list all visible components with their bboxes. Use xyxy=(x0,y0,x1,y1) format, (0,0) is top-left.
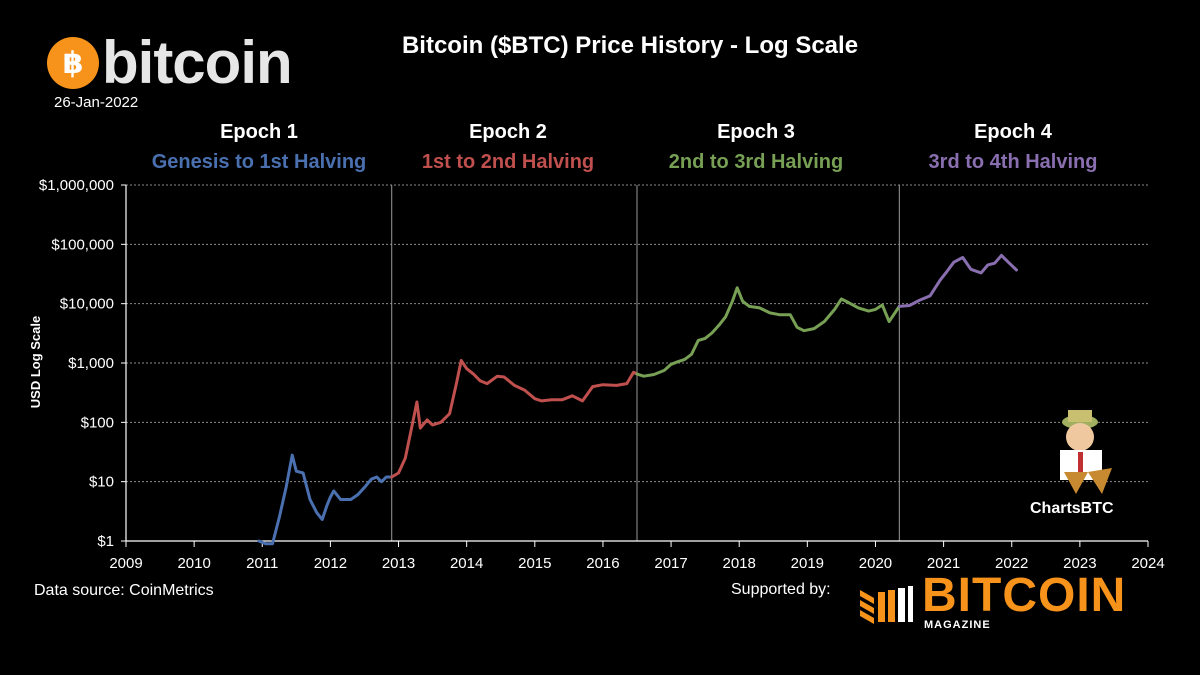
y-tick-label: $1,000 xyxy=(68,355,114,372)
epoch-1-subtitle: Genesis to 1st Halving xyxy=(151,151,367,173)
chart-title: Bitcoin ($BTC) Price History - Log Scale xyxy=(401,32,859,59)
y-axis-label: USD Log Scale xyxy=(28,316,43,408)
x-tick-label: 2014 xyxy=(450,555,483,572)
series-line-epoch-1 xyxy=(257,453,394,546)
x-tick-label: 2020 xyxy=(859,555,892,572)
x-tick-label: 2019 xyxy=(791,555,824,572)
series-line-epoch-2 xyxy=(390,359,639,479)
bitcoin-logo-symbol: ฿ xyxy=(63,46,84,81)
x-tick-label: 2023 xyxy=(1063,555,1096,572)
supported-by-label: Supported by: xyxy=(731,581,831,598)
y-tick-label: $100,000 xyxy=(51,236,114,253)
x-tick-label: 2022 xyxy=(995,555,1028,572)
x-tick-label: 2012 xyxy=(314,555,347,572)
bitcoin-logo-circle xyxy=(47,37,99,89)
series-line-epoch-3 xyxy=(635,286,901,378)
epoch-3-subtitle: 2nd to 3rd Halving xyxy=(668,151,844,173)
bitcoin-magazine-subtitle: MAGAZINE xyxy=(924,619,991,631)
epoch-4-title: Epoch 4 xyxy=(974,121,1052,143)
bitcoin-logo: ฿ xyxy=(47,37,99,89)
chartsbtc-label: ChartsBTC xyxy=(1030,500,1114,517)
epoch-4-subtitle: 3rd to 4th Halving xyxy=(928,151,1098,173)
x-tick-label: 2011 xyxy=(246,555,278,572)
x-tick-label: 2016 xyxy=(586,555,619,572)
epoch-2-title: Epoch 2 xyxy=(469,121,547,143)
series-line-epoch-4 xyxy=(897,253,1018,308)
epoch-2-subtitle: 1st to 2nd Halving xyxy=(421,151,595,173)
x-tick-label: 2024 xyxy=(1131,555,1164,572)
epoch-3-title: Epoch 3 xyxy=(717,121,795,143)
y-tick-label: $1 xyxy=(97,533,114,550)
bitcoin-magazine-icon xyxy=(860,586,913,624)
x-tick-label: 2013 xyxy=(382,555,415,572)
series-layer xyxy=(257,253,1018,546)
data-source: Data source: CoinMetrics xyxy=(34,582,214,599)
x-tick-label: 2017 xyxy=(654,555,687,572)
bitcoin-wordmark: bitcoin xyxy=(102,29,293,96)
y-tick-label: $10 xyxy=(89,474,114,491)
y-tick-label: $100 xyxy=(81,414,114,431)
bitcoin-magazine-wordmark: BITCOIN xyxy=(922,569,1127,622)
epoch-1-title: Epoch 1 xyxy=(220,121,298,143)
y-tick-label: $10,000 xyxy=(60,296,114,313)
x-tick-label: 2015 xyxy=(518,555,551,572)
halving-lines xyxy=(391,185,900,541)
axes: $1 $10 $100 $1,000 $10,000 $100,000 $1,000,000… xyxy=(39,177,1165,572)
x-tick-label: 2018 xyxy=(723,555,756,572)
x-tick-label: 2010 xyxy=(177,555,210,572)
y-tick-label: $1,000,000 xyxy=(39,177,114,194)
x-tick-label: 2021 xyxy=(927,555,960,572)
price-chart: $1 $10 $100 $1,000 $10,000 $100,000 $1,000,000… xyxy=(28,177,1165,572)
chartsbtc-mascot xyxy=(1060,410,1112,494)
x-tick-label: 2009 xyxy=(109,555,142,572)
chart-date: 26-Jan-2022 xyxy=(54,94,139,111)
